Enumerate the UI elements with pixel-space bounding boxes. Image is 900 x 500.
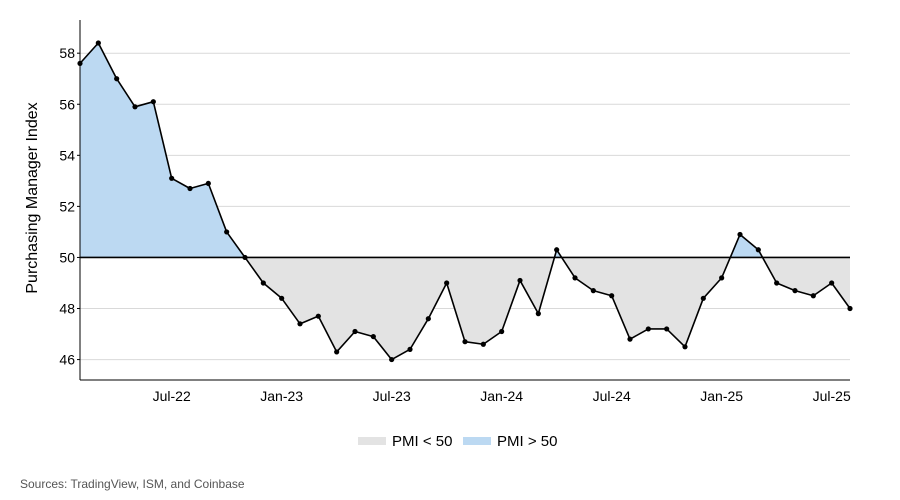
legend-swatch [463, 437, 491, 445]
y-axis-label: Purchasing Manager Index [24, 102, 41, 293]
data-point [590, 288, 596, 294]
data-point [535, 311, 541, 317]
x-tick-label: Jan-25 [700, 388, 743, 404]
data-point [792, 288, 798, 294]
data-point [499, 328, 505, 335]
data-point [755, 247, 761, 253]
pmi-points [77, 40, 853, 363]
data-point [829, 280, 835, 286]
x-tick-label: Jul-22 [153, 388, 191, 404]
y-tick-labels: 46 48 50 52 54 56 58 [59, 45, 75, 367]
data-point [260, 280, 266, 286]
data-point [297, 321, 303, 327]
data-point [609, 293, 615, 299]
x-tick-label: Jan-23 [260, 388, 303, 404]
y-tick-label: 46 [59, 352, 75, 368]
y-tick-label: 50 [59, 249, 75, 265]
data-point [774, 280, 780, 286]
y-tick-label: 56 [59, 96, 75, 112]
data-point [224, 229, 230, 235]
data-point [572, 275, 578, 281]
data-point [242, 254, 248, 261]
legend-label: PMI < 50 [392, 433, 452, 450]
legend-swatch [358, 437, 386, 445]
data-point [95, 40, 101, 46]
x-tick-label: Jul-24 [593, 388, 631, 404]
data-point [389, 356, 395, 363]
data-point [425, 316, 431, 322]
legend-label: PMI > 50 [497, 433, 557, 450]
data-point [169, 175, 175, 181]
x-tick-label: Jan-24 [480, 388, 523, 404]
data-point [700, 295, 706, 301]
x-tick-label: Jul-23 [373, 388, 411, 404]
pmi-areas [80, 42, 850, 360]
y-tick-label: 54 [59, 147, 75, 163]
data-point [444, 280, 450, 286]
data-point [315, 313, 321, 319]
area-below-50 [80, 257, 850, 360]
data-point [480, 341, 486, 347]
data-point [810, 293, 816, 299]
data-point [645, 326, 651, 332]
data-point [77, 60, 83, 67]
data-point [847, 305, 853, 312]
data-point [664, 326, 670, 332]
y-tick-label: 58 [59, 45, 75, 61]
data-point [370, 333, 376, 340]
data-point [114, 76, 120, 82]
y-tick-label: 48 [59, 301, 75, 317]
y-tick-label: 52 [59, 198, 75, 214]
data-point [517, 277, 523, 284]
source-note: Sources: TradingView, ISM, and Coinbase [20, 477, 245, 491]
data-point [554, 247, 560, 253]
legend: PMI < 50 PMI > 50 [358, 433, 557, 450]
legend-item: PMI < 50 [358, 433, 452, 450]
x-tick-labels: Jul-22 Jan-23 Jul-23 Jan-24 Jul-24 Jan-25 Jul-… [153, 388, 851, 404]
data-point [682, 344, 688, 350]
axes [77, 20, 850, 381]
data-point [279, 295, 285, 301]
data-point [334, 349, 340, 355]
data-point [132, 104, 138, 110]
data-point [737, 231, 743, 238]
data-point [150, 99, 156, 105]
data-point [352, 328, 358, 335]
area-above-50 [80, 42, 763, 258]
data-point [719, 275, 725, 281]
data-point [627, 336, 633, 342]
data-point [187, 185, 193, 192]
data-point [407, 346, 413, 352]
legend-item: PMI > 50 [463, 433, 557, 450]
data-point [462, 339, 468, 345]
data-point [205, 180, 211, 187]
x-tick-label: Jul-25 [813, 388, 851, 404]
